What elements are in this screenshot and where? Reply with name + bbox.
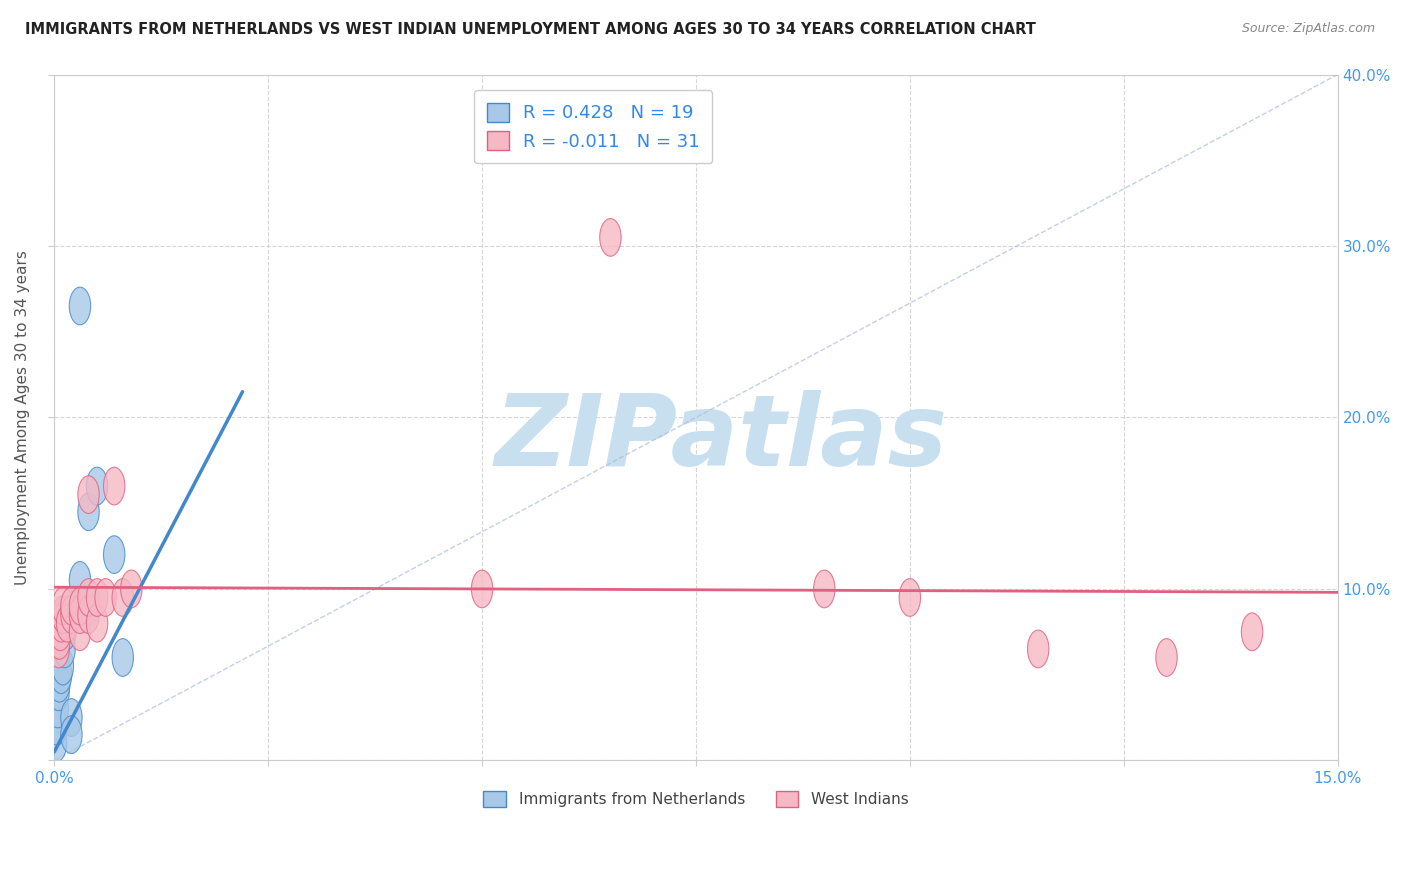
Ellipse shape (69, 596, 90, 633)
Ellipse shape (60, 698, 82, 737)
Ellipse shape (56, 605, 77, 642)
Ellipse shape (471, 570, 492, 607)
Ellipse shape (69, 613, 90, 650)
Ellipse shape (56, 596, 77, 633)
Ellipse shape (900, 579, 921, 616)
Ellipse shape (77, 579, 100, 616)
Ellipse shape (53, 630, 76, 668)
Text: Source: ZipAtlas.com: Source: ZipAtlas.com (1241, 22, 1375, 36)
Ellipse shape (46, 690, 69, 728)
Text: IMMIGRANTS FROM NETHERLANDS VS WEST INDIAN UNEMPLOYMENT AMONG AGES 30 TO 34 YEAR: IMMIGRANTS FROM NETHERLANDS VS WEST INDI… (25, 22, 1036, 37)
Ellipse shape (60, 715, 82, 754)
Ellipse shape (46, 707, 67, 745)
Legend: Immigrants from Netherlands, West Indians: Immigrants from Netherlands, West Indian… (475, 783, 917, 814)
Ellipse shape (1241, 613, 1263, 650)
Ellipse shape (121, 570, 142, 607)
Ellipse shape (45, 724, 66, 762)
Ellipse shape (46, 613, 67, 650)
Ellipse shape (77, 475, 100, 514)
Ellipse shape (112, 579, 134, 616)
Ellipse shape (77, 596, 100, 633)
Ellipse shape (69, 287, 90, 325)
Ellipse shape (52, 587, 73, 625)
Ellipse shape (77, 587, 100, 625)
Ellipse shape (104, 467, 125, 505)
Ellipse shape (48, 673, 69, 711)
Text: ZIPatlas: ZIPatlas (495, 390, 948, 486)
Ellipse shape (51, 656, 72, 693)
Ellipse shape (52, 648, 73, 685)
Ellipse shape (814, 570, 835, 607)
Ellipse shape (55, 613, 76, 650)
Ellipse shape (86, 467, 108, 505)
Ellipse shape (1156, 639, 1177, 676)
Ellipse shape (77, 493, 100, 531)
Ellipse shape (69, 587, 90, 625)
Ellipse shape (51, 605, 72, 642)
Ellipse shape (52, 596, 73, 633)
Ellipse shape (96, 579, 117, 616)
Ellipse shape (86, 605, 108, 642)
Ellipse shape (46, 605, 69, 642)
Ellipse shape (48, 630, 69, 668)
Y-axis label: Unemployment Among Ages 30 to 34 years: Unemployment Among Ages 30 to 34 years (15, 250, 30, 585)
Ellipse shape (69, 561, 90, 599)
Ellipse shape (49, 613, 70, 650)
Ellipse shape (45, 622, 66, 659)
Ellipse shape (60, 587, 82, 625)
Ellipse shape (600, 219, 621, 256)
Ellipse shape (49, 622, 70, 659)
Ellipse shape (60, 596, 82, 633)
Ellipse shape (1028, 630, 1049, 668)
Ellipse shape (86, 579, 108, 616)
Ellipse shape (49, 665, 70, 702)
Ellipse shape (104, 536, 125, 574)
Ellipse shape (112, 639, 134, 676)
